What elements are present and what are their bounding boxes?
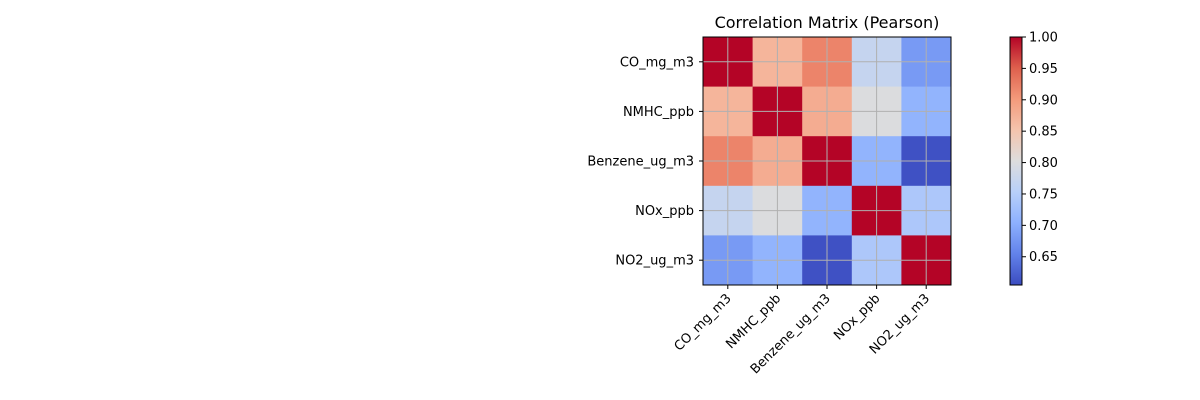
heatmap-grid (703, 37, 951, 285)
x-tick-label: NOx_ppb (831, 291, 883, 343)
colorbar-tick-label: 0.85 (1029, 125, 1058, 140)
colorbar-tick-label: 1.00 (1029, 31, 1058, 46)
y-tick-label: Benzene_ug_m3 (587, 155, 694, 170)
colorbar-tick-label: 0.75 (1029, 187, 1058, 202)
x-tick-label: CO_mg_m3 (672, 291, 735, 354)
colorbar-tick-label: 0.80 (1029, 156, 1058, 171)
y-tick-label: CO_mg_m3 (620, 55, 694, 70)
chart-title: Correlation Matrix (Pearson) (715, 13, 940, 32)
x-axis-ticks: CO_mg_m3NMHC_ppbBenzene_ug_m3NOx_ppbNO2_… (672, 285, 933, 377)
colorbar-tick-label: 0.70 (1029, 219, 1058, 234)
colorbar-tick-label: 0.95 (1029, 62, 1058, 77)
colorbar-tick-label: 0.65 (1029, 250, 1058, 265)
colorbar-tick-label: 0.90 (1029, 93, 1058, 108)
y-axis-ticks: CO_mg_m3 NMHC_ppb Benzene_ug_m3 NOx_ppb NO2_… (587, 55, 703, 269)
colorbar-ticks: 0.65 0.70 0.75 0.80 0.85 0.90 0.95 1.00 (1022, 31, 1058, 265)
colorbar (1009, 36, 1023, 286)
y-tick-label: NMHC_ppb (623, 105, 694, 120)
y-tick-label: NO2_ug_m3 (615, 254, 694, 269)
y-tick-label: NOx_ppb (635, 204, 694, 219)
